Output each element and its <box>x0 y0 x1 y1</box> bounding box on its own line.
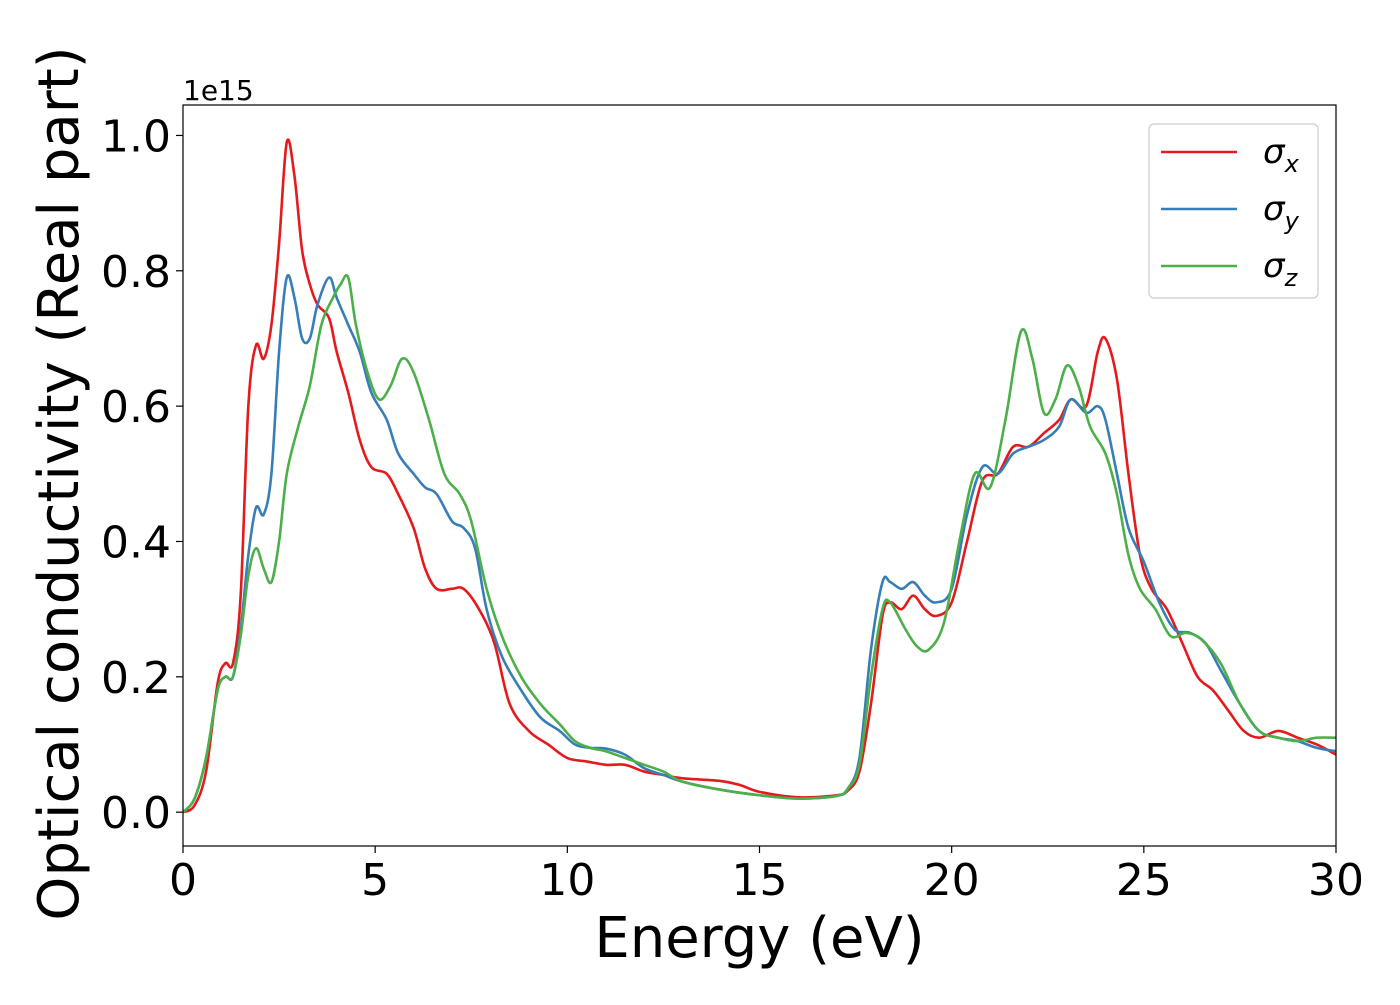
x-tick-label: 25 <box>1116 855 1172 906</box>
y-offset-text: 1e15 <box>183 74 254 107</box>
y-tick-label: 0.0 <box>101 788 171 839</box>
x-tick-label: 10 <box>539 855 595 906</box>
y-tick-label: 0.2 <box>101 653 171 704</box>
x-tick-label: 20 <box>924 855 980 906</box>
y-axis-label: Optical conductivity (Real part) <box>27 46 92 920</box>
series-line-x <box>183 138 1336 814</box>
legend-box <box>1148 123 1319 299</box>
y-tick-label: 0.8 <box>101 247 171 298</box>
y-tick-label: 1.0 <box>101 111 171 162</box>
x-tick-label: 5 <box>361 855 389 906</box>
y-tick-label: 0.4 <box>101 517 171 568</box>
x-tick-label: 15 <box>732 855 788 906</box>
plot-area <box>183 138 1336 814</box>
x-tick-label: 30 <box>1308 855 1364 906</box>
series-line-y <box>183 274 1336 814</box>
x-tick-label: 0 <box>169 855 197 906</box>
legend-label-x: σx <box>1263 132 1300 178</box>
x-axis-label: Energy (eV) <box>594 906 924 971</box>
axes: 0 5 10 15 20 25 30 0.0 0.2 0.4 0.6 0.8 1.0 <box>101 104 1364 906</box>
y-tick-label: 0.6 <box>101 382 171 433</box>
series-line-z <box>183 273 1336 814</box>
